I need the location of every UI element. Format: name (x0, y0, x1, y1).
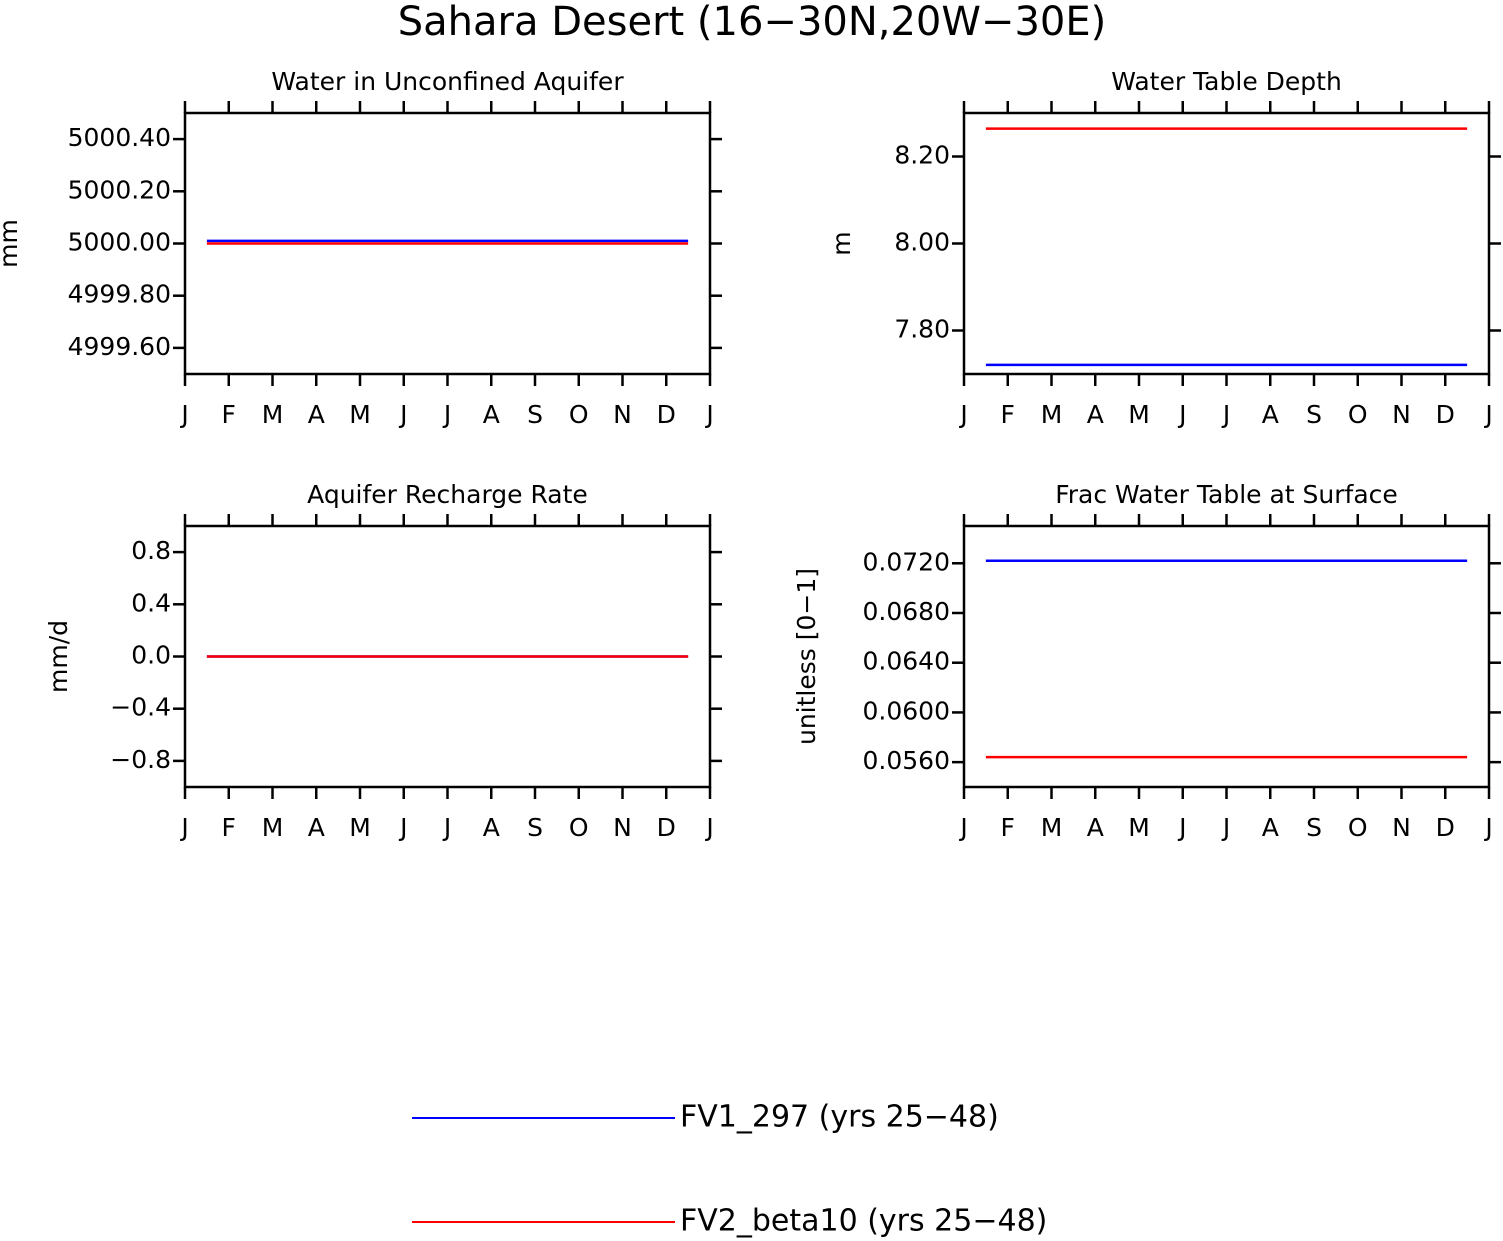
x-tick-label: O (569, 813, 589, 842)
y-tick-label: 0.0560 (863, 746, 950, 775)
x-tick-label: J (442, 813, 451, 842)
x-tick-label: S (527, 400, 543, 429)
y-tick-label: 0.0720 (863, 547, 950, 576)
x-tick-label: D (657, 813, 676, 842)
y-tick-label: −0.8 (110, 745, 171, 774)
y-tick-label: 0.0640 (863, 647, 950, 676)
y-tick-label: 0.0 (131, 641, 171, 670)
y-tick-label: 5000.40 (68, 123, 171, 152)
x-tick-label: J (398, 400, 407, 429)
x-tick-label: A (1262, 813, 1279, 842)
x-tick-label: J (958, 400, 967, 429)
x-tick-label: F (222, 813, 236, 842)
x-tick-label: O (1348, 813, 1368, 842)
x-tick-label: J (958, 813, 967, 842)
x-tick-label: O (569, 400, 589, 429)
x-tick-label: J (442, 400, 451, 429)
y-axis-label: mm (0, 219, 23, 268)
x-tick-label: A (1087, 813, 1104, 842)
x-tick-label: M (1041, 400, 1063, 429)
x-tick-label: F (222, 400, 236, 429)
x-tick-label: J (398, 813, 407, 842)
y-axis-label: unitless [0−1] (792, 568, 821, 745)
panel-title: Water Table Depth (1111, 67, 1342, 96)
x-tick-label: N (613, 400, 632, 429)
panel-title: Water in Unconfined Aquifer (271, 67, 624, 96)
x-tick-label: J (1177, 813, 1186, 842)
x-tick-label: A (308, 813, 325, 842)
x-tick-label: D (657, 400, 676, 429)
x-tick-label: S (1306, 400, 1322, 429)
x-tick-label: F (1001, 813, 1015, 842)
x-tick-label: J (704, 400, 713, 429)
y-tick-label: 4999.80 (68, 280, 171, 309)
x-tick-label: J (1221, 813, 1230, 842)
x-tick-label: N (1392, 400, 1411, 429)
x-tick-label: M (1041, 813, 1063, 842)
x-tick-label: A (483, 813, 500, 842)
x-tick-label: M (349, 400, 371, 429)
x-tick-label: M (349, 813, 371, 842)
x-tick-label: N (613, 813, 632, 842)
y-tick-label: 5000.00 (68, 228, 171, 257)
x-tick-label: M (262, 813, 284, 842)
plot-frame (183, 524, 712, 789)
x-tick-label: J (179, 400, 188, 429)
legend-label: FV2_beta10 (yrs 25−48) (680, 1204, 1047, 1239)
x-tick-label: A (1087, 400, 1104, 429)
x-tick-label: M (262, 400, 284, 429)
page-title: Sahara Desert (16−30N,20W−30E) (398, 0, 1106, 45)
x-tick-label: J (704, 813, 713, 842)
x-tick-label: A (483, 400, 500, 429)
plot-frame (962, 524, 1491, 789)
x-tick-label: J (1483, 813, 1492, 842)
x-tick-label: J (1483, 400, 1492, 429)
y-axis-label: m (827, 231, 856, 255)
x-tick-label: D (1436, 813, 1455, 842)
y-tick-label: 0.0600 (863, 696, 950, 725)
x-tick-label: M (1128, 813, 1150, 842)
x-tick-label: F (1001, 400, 1015, 429)
x-tick-label: J (1221, 400, 1230, 429)
x-tick-label: J (179, 813, 188, 842)
legend-label: FV1_297 (yrs 25−48) (680, 1100, 999, 1135)
panel-title: Aquifer Recharge Rate (307, 480, 588, 509)
y-tick-label: −0.4 (110, 693, 171, 722)
y-tick-label: 7.80 (894, 315, 950, 344)
plot-frame (183, 111, 712, 376)
x-tick-label: S (527, 813, 543, 842)
y-tick-label: 8.20 (894, 141, 950, 170)
x-tick-label: D (1436, 400, 1455, 429)
x-tick-label: A (1262, 400, 1279, 429)
y-axis-label: mm/d (44, 620, 73, 693)
y-tick-label: 4999.60 (68, 332, 171, 361)
y-tick-label: 8.00 (894, 228, 950, 257)
x-tick-label: M (1128, 400, 1150, 429)
y-tick-label: 0.4 (131, 588, 171, 617)
x-tick-label: O (1348, 400, 1368, 429)
x-tick-label: N (1392, 813, 1411, 842)
x-tick-label: J (1177, 400, 1186, 429)
panel-title: Frac Water Table at Surface (1055, 480, 1398, 509)
y-tick-label: 5000.20 (68, 175, 171, 204)
x-tick-label: S (1306, 813, 1322, 842)
y-tick-label: 0.0680 (863, 597, 950, 626)
x-tick-label: A (308, 400, 325, 429)
plot-frame (962, 111, 1491, 376)
y-tick-label: 0.8 (131, 536, 171, 565)
